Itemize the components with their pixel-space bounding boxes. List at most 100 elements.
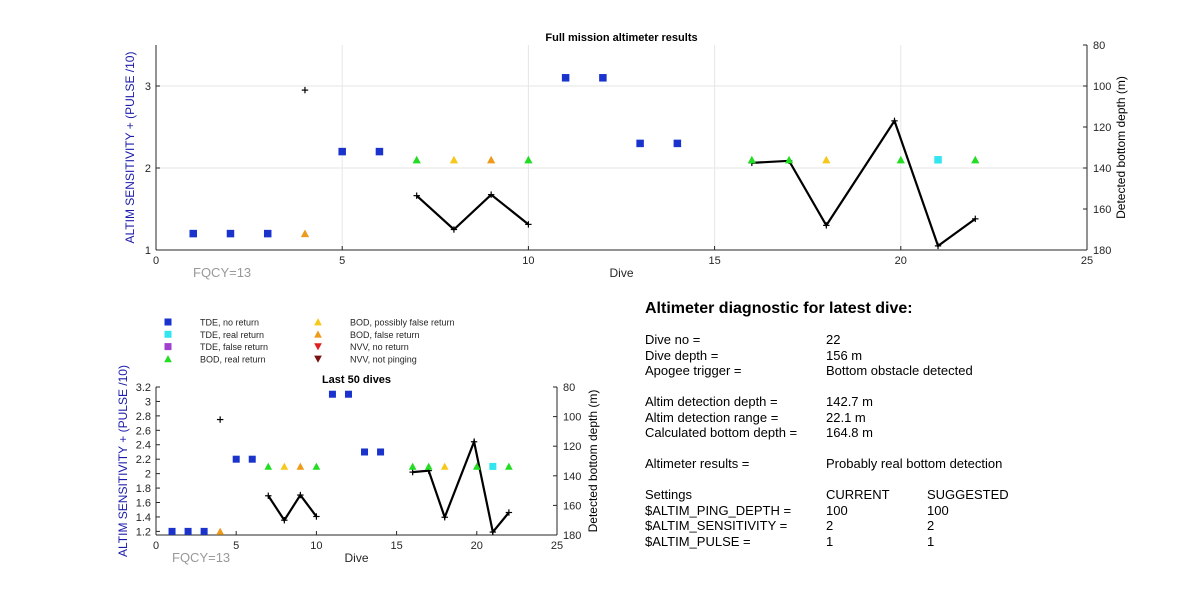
depth-series-line bbox=[751, 118, 976, 248]
setting-suggested: 1 bbox=[927, 533, 935, 549]
depth-point bbox=[934, 242, 942, 250]
results-value: Probably real bottom detection bbox=[826, 456, 1003, 471]
y-right-tick-label: 100 bbox=[1093, 81, 1111, 93]
diagnostic-panel: Altimeter diagnostic for latest dive: Di… bbox=[645, 300, 1165, 549]
altim-marker-tde-no-return bbox=[338, 147, 346, 156]
y-right-tick-label: 80 bbox=[1093, 40, 1105, 52]
depth-point bbox=[470, 438, 478, 445]
y-right-tick-label: 100 bbox=[563, 412, 581, 424]
altim-marker-bod-real-return bbox=[312, 462, 321, 470]
legend-label: TDE, false return bbox=[200, 342, 268, 352]
altim-marker-tde-real-return bbox=[934, 156, 942, 164]
depth-point bbox=[891, 117, 898, 125]
setting-current: 100 bbox=[826, 502, 848, 518]
x-tick-label: 25 bbox=[551, 540, 563, 552]
apogee-row: Apogee trigger = Bottom obstacle detecte… bbox=[645, 363, 1165, 379]
altim-marker-bod-real-return bbox=[424, 462, 433, 470]
y-right-tick-label: 120 bbox=[563, 441, 581, 453]
altim-marker-tde-no-return bbox=[189, 229, 197, 238]
x-tick-label: 5 bbox=[233, 540, 239, 552]
dive-no-value: 22 bbox=[826, 332, 841, 347]
dive-depth-value: 156 m bbox=[826, 347, 863, 363]
altim-marker-bod-real-return bbox=[971, 155, 980, 164]
setting-row: $ALTIM_PULSE = 1 1 bbox=[645, 534, 1165, 550]
dive-no-label: Dive no = bbox=[645, 332, 701, 347]
calc-depth-label: Calculated bottom depth = bbox=[645, 425, 798, 440]
depth-point bbox=[823, 222, 830, 229]
settings-header-row: Settings CURRENT SUGGESTED bbox=[645, 487, 1165, 503]
legend-marker-bod-real-return bbox=[164, 355, 172, 363]
results-label: Altimeter results = bbox=[645, 456, 750, 471]
y-left-tick-label: 1.6 bbox=[136, 497, 151, 509]
depth-series-line bbox=[415, 193, 530, 231]
x-axis-label: Dive bbox=[344, 551, 368, 565]
depth-point bbox=[441, 514, 448, 521]
y-right-tick-label: 80 bbox=[563, 382, 575, 394]
y-left-axis-label: ALTIM SENSITIVITY + (PULSE /10) bbox=[123, 52, 137, 244]
legend-label: BOD, possibly false return bbox=[350, 318, 455, 328]
apogee-value: Bottom obstacle detected bbox=[826, 363, 973, 378]
y-left-tick-label: 3 bbox=[145, 81, 151, 93]
altim-marker-tde-real-return bbox=[489, 462, 497, 470]
altim-marker-bod-false-return bbox=[216, 527, 225, 535]
depth-point bbox=[313, 513, 320, 520]
y-left-axis-label: ALTIM SENSITIVITY + (PULSE /10) bbox=[116, 365, 130, 557]
altim-marker-tde-no-return bbox=[375, 147, 384, 156]
altim-marker-bod-real-return bbox=[784, 155, 794, 164]
suggested-header: SUGGESTED bbox=[927, 487, 1009, 502]
settings-label: Settings bbox=[645, 487, 692, 502]
x-tick-label: 10 bbox=[522, 255, 534, 267]
y-right-axis-label: Detected bottom depth (m) bbox=[1114, 76, 1128, 219]
depth-point bbox=[413, 192, 420, 199]
depth-point bbox=[487, 191, 495, 198]
y-left-tick-label: 2.8 bbox=[136, 411, 151, 423]
dive-no-row: Dive no = 22 bbox=[645, 332, 1165, 348]
current-header: CURRENT bbox=[826, 487, 890, 502]
altim-marker-bod-real-return bbox=[524, 155, 533, 164]
chart-title: Full mission altimeter results bbox=[545, 32, 697, 44]
altim-marker-tde-no-return bbox=[184, 527, 192, 535]
legend-marker-nvv-not-pinging bbox=[314, 355, 322, 363]
altim-marker-bod-real-return bbox=[412, 155, 421, 164]
altim-range-label: Altim detection range = bbox=[645, 409, 779, 425]
legend-marker-nvv-no-return bbox=[314, 343, 322, 351]
altim-marker-bod-possibly-false bbox=[440, 462, 449, 470]
altim-marker-tde-no-return bbox=[636, 139, 644, 148]
altim-depth-row: Altim detection depth = 142.7 m bbox=[645, 394, 1165, 410]
altim-range-value: 22.1 m bbox=[826, 409, 866, 425]
depth-point bbox=[450, 226, 458, 233]
setting-current: 1 bbox=[826, 533, 834, 549]
legend-label: BOD, real return bbox=[200, 354, 266, 364]
y-left-tick-label: 2 bbox=[145, 163, 151, 175]
y-left-tick-label: 2.4 bbox=[136, 440, 151, 452]
x-tick-label: 0 bbox=[153, 540, 159, 552]
y-right-axis-label: Detected bottom depth (m) bbox=[586, 390, 600, 533]
y-right-tick-label: 160 bbox=[563, 500, 581, 512]
altim-marker-tde-no-return bbox=[673, 139, 682, 148]
altim-marker-tde-no-return bbox=[248, 455, 256, 463]
y-left-tick-label: 3.2 bbox=[136, 382, 151, 394]
y-left-tick-label: 3 bbox=[145, 396, 151, 408]
depth-point bbox=[297, 491, 304, 499]
legend-label: NVV, no return bbox=[350, 342, 409, 352]
legend-label: TDE, real return bbox=[200, 330, 264, 340]
setting-name: $ALTIM_SENSITIVITY = bbox=[645, 518, 788, 533]
results-row: Altimeter results = Probably real bottom… bbox=[645, 456, 1165, 472]
depth-point bbox=[265, 492, 272, 499]
setting-suggested: 2 bbox=[927, 518, 935, 533]
legend-marker-bod-possibly-false bbox=[314, 318, 322, 326]
altim-marker-tde-no-return bbox=[168, 527, 176, 535]
depth-point bbox=[301, 86, 309, 94]
altim-marker-tde-no-return bbox=[263, 229, 272, 238]
depth-point bbox=[525, 221, 532, 228]
x-axis-label: Dive bbox=[609, 266, 633, 280]
depth-point bbox=[281, 517, 288, 524]
y-left-tick-label: 1.8 bbox=[136, 483, 151, 495]
y-left-tick-label: 2 bbox=[145, 469, 151, 481]
setting-current: 2 bbox=[826, 518, 834, 533]
altim-marker-bod-real-return bbox=[505, 462, 513, 470]
diagnostic-title: Altimeter diagnostic for latest dive: bbox=[645, 300, 913, 317]
y-right-tick-label: 140 bbox=[563, 471, 581, 483]
depth-point bbox=[505, 509, 513, 516]
